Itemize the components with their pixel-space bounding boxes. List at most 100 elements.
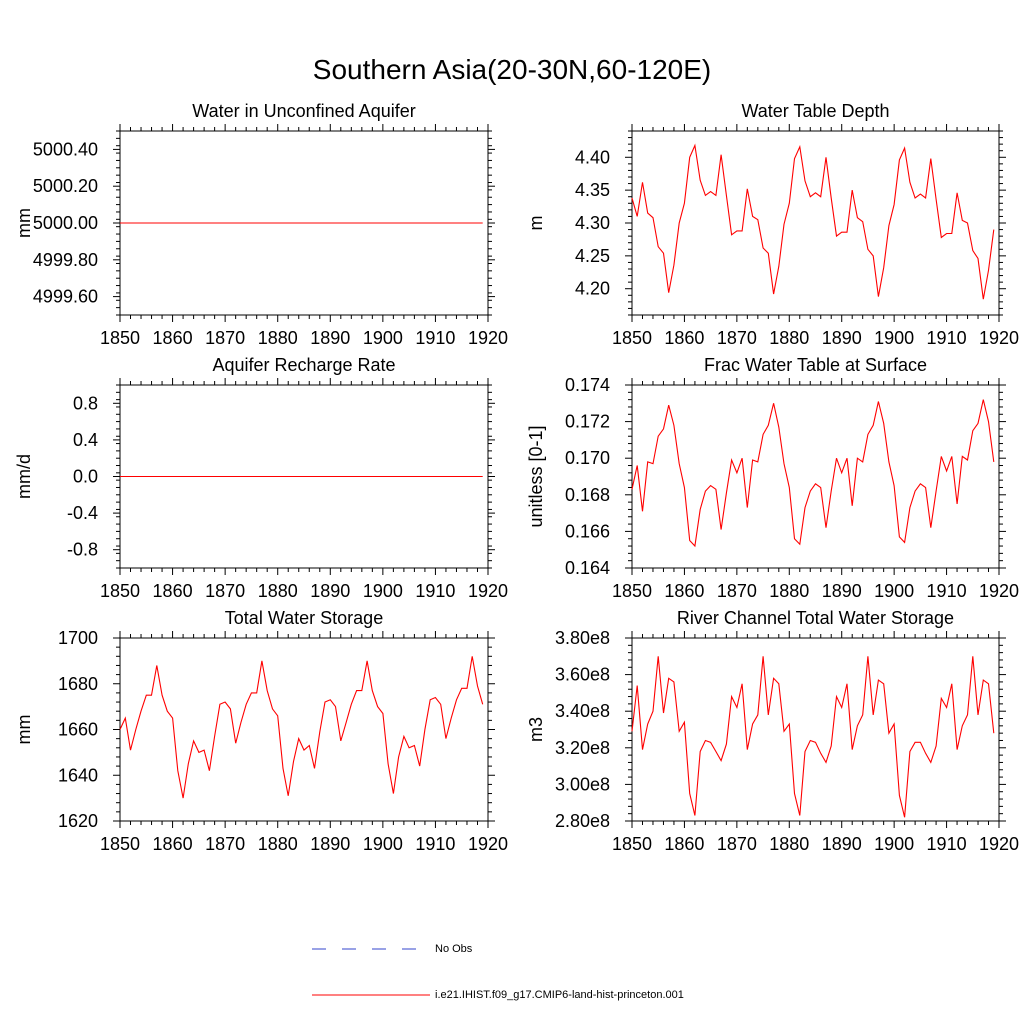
x-tick-label: 1870 [205, 834, 245, 854]
x-tick-label: 1870 [205, 328, 245, 348]
y-tick-label: 4.30 [575, 213, 610, 233]
x-tick-label: 1890 [310, 328, 350, 348]
x-tick-label: 1860 [153, 581, 193, 601]
x-tick-label: 1920 [468, 834, 508, 854]
panel-title: River Channel Total Water Storage [677, 608, 954, 628]
y-tick-label: 0.166 [565, 521, 610, 541]
x-tick-label: 1900 [874, 834, 914, 854]
x-tick-label: 1870 [717, 834, 757, 854]
y-tick-label: 1680 [58, 674, 98, 694]
y-tick-label: 3.00e8 [555, 774, 610, 794]
x-tick-label: 1860 [153, 834, 193, 854]
y-tick-label: 0.164 [565, 558, 610, 578]
x-tick-label: 1860 [664, 581, 704, 601]
y-tick-label: 4.35 [575, 180, 610, 200]
model-series-line [631, 399, 995, 548]
model-series-line [631, 656, 995, 818]
y-tick-label: 5000.40 [33, 139, 98, 159]
y-axis-label: m3 [526, 717, 546, 742]
x-tick-label: 1850 [612, 581, 652, 601]
x-tick-label: 1860 [153, 328, 193, 348]
panel-5: Total Water Storage mm 1850 1860 1870 1880 189… [14, 608, 508, 854]
x-tick-label: 1860 [664, 328, 704, 348]
y-tick-label: 5000.20 [33, 176, 98, 196]
y-tick-label: 3.20e8 [555, 738, 610, 758]
panel-title: Water in Unconfined Aquifer [192, 101, 415, 121]
panel-title: Frac Water Table at Surface [704, 355, 927, 375]
x-tick-label: 1900 [363, 328, 403, 348]
y-axis-label: mm/d [14, 454, 34, 499]
x-tick-label: 1880 [769, 834, 809, 854]
y-tick-label: 4999.60 [33, 287, 98, 307]
x-tick-label: 1900 [363, 834, 403, 854]
y-tick-label: 0.172 [565, 412, 610, 432]
y-tick-label: 4.40 [575, 147, 610, 167]
y-tick-label: 4.25 [575, 246, 610, 266]
panel-6: River Channel Total Water Storage m3 1850 1… [526, 608, 1019, 854]
panel-2: Water Table Depth m 1850 1860 1870 1880 1890 19… [526, 101, 1019, 348]
x-tick-label: 1920 [979, 581, 1019, 601]
y-axis-label: unitless [0-1] [526, 425, 546, 527]
y-axis-label: m [526, 216, 546, 231]
x-tick-label: 1900 [363, 581, 403, 601]
x-tick-label: 1850 [100, 581, 140, 601]
x-tick-label: 1850 [612, 328, 652, 348]
x-tick-label: 1890 [822, 328, 862, 348]
x-tick-label: 1880 [258, 581, 298, 601]
x-tick-label: 1870 [717, 328, 757, 348]
y-tick-label: 3.60e8 [555, 665, 610, 685]
x-tick-label: 1900 [874, 581, 914, 601]
x-tick-label: 1910 [927, 328, 967, 348]
x-tick-label: 1850 [612, 834, 652, 854]
x-tick-label: 1870 [205, 581, 245, 601]
y-tick-label: 0.0 [73, 467, 98, 487]
x-tick-label: 1890 [822, 581, 862, 601]
y-tick-label: 0.4 [73, 430, 98, 450]
y-tick-label: 3.80e8 [555, 628, 610, 648]
panel-title: Water Table Depth [741, 101, 889, 121]
x-tick-label: 1860 [664, 834, 704, 854]
x-tick-label: 1850 [100, 328, 140, 348]
x-tick-label: 1880 [769, 581, 809, 601]
y-tick-label: 1660 [58, 720, 98, 740]
y-tick-label: 1620 [58, 811, 98, 831]
panel-3: Aquifer Recharge Rate mm/d 1850 1860 1870 188… [14, 355, 508, 601]
legend-model-label: i.e21.IHIST.f09_g17.CMIP6-land-hist-prin… [435, 989, 684, 1001]
x-tick-label: 1920 [979, 328, 1019, 348]
main-title: Southern Asia(20-30N,60-120E) [312, 54, 712, 85]
y-tick-label: 2.80e8 [555, 811, 610, 831]
legend-obs-label: No Obs [435, 943, 473, 955]
y-tick-label: 5000.00 [33, 213, 98, 233]
x-tick-label: 1880 [258, 328, 298, 348]
x-tick-label: 1910 [927, 581, 967, 601]
y-tick-label: 3.40e8 [555, 701, 610, 721]
y-tick-label: 0.168 [565, 485, 610, 505]
x-tick-label: 1890 [822, 834, 862, 854]
y-axis-label: mm [14, 208, 34, 238]
x-tick-label: 1910 [415, 581, 455, 601]
x-tick-label: 1890 [310, 834, 350, 854]
plot-frame [631, 637, 1000, 822]
x-tick-label: 1880 [258, 834, 298, 854]
model-series-line [119, 656, 484, 799]
x-tick-label: 1890 [310, 581, 350, 601]
panel-title: Total Water Storage [225, 608, 383, 628]
y-tick-label: 0.174 [565, 375, 610, 395]
x-tick-label: 1910 [415, 328, 455, 348]
x-tick-label: 1900 [874, 328, 914, 348]
y-tick-label: -0.8 [67, 540, 98, 560]
panel-title: Aquifer Recharge Rate [212, 355, 395, 375]
plot-frame [119, 637, 489, 822]
y-tick-label: 1700 [58, 628, 98, 648]
x-tick-label: 1880 [769, 328, 809, 348]
y-tick-label: 4.20 [575, 279, 610, 299]
y-tick-label: 4999.80 [33, 250, 98, 270]
x-tick-label: 1920 [979, 834, 1019, 854]
y-tick-label: 0.8 [73, 393, 98, 413]
y-tick-label: 0.170 [565, 448, 610, 468]
y-tick-label: 1640 [58, 765, 98, 785]
plot-frame [631, 130, 1000, 316]
x-tick-label: 1850 [100, 834, 140, 854]
x-tick-label: 1870 [717, 581, 757, 601]
x-tick-label: 1920 [468, 581, 508, 601]
